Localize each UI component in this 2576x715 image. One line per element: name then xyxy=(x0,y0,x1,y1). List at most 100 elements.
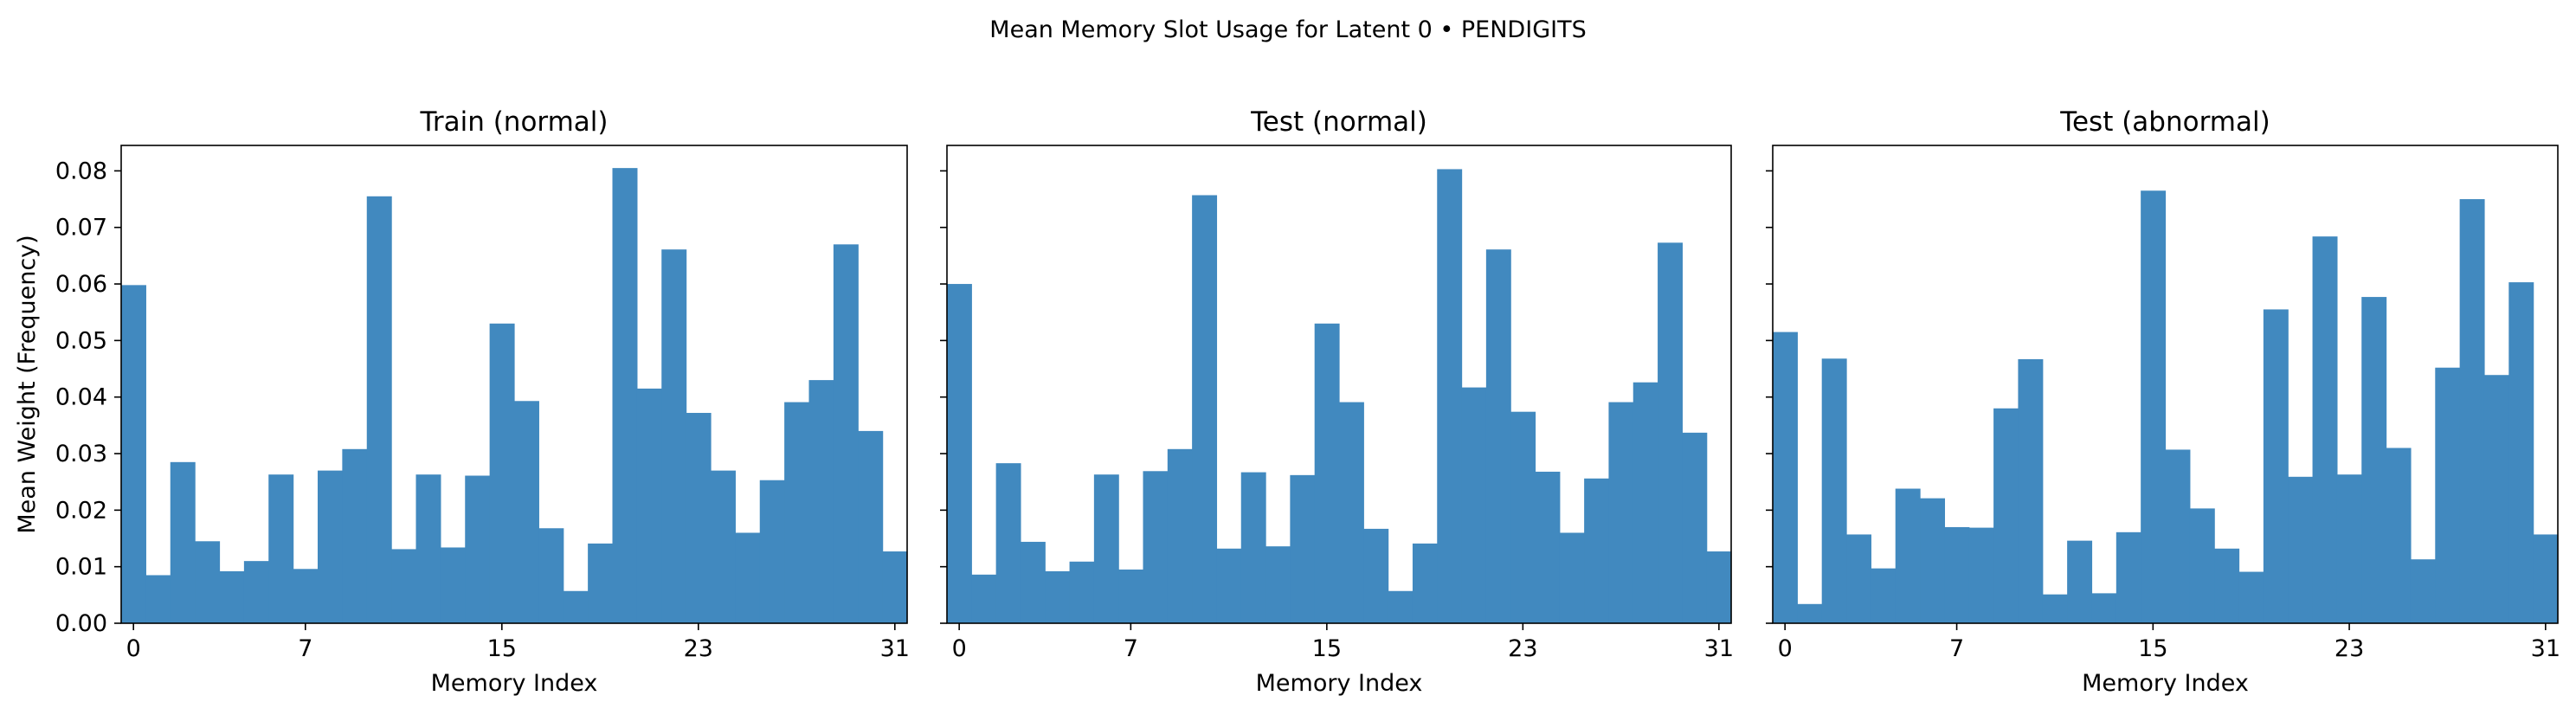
bar xyxy=(1608,402,1634,623)
bar xyxy=(636,388,662,623)
bar xyxy=(2483,375,2509,623)
bar xyxy=(2263,309,2289,623)
bar xyxy=(1192,195,1218,623)
x-tick-label: 31 xyxy=(880,635,910,662)
bar xyxy=(538,528,564,623)
chart-panel-2: 0 7 15 23 31 Test (abnormal) Memory Index xyxy=(1766,106,2560,697)
bar xyxy=(1993,408,2019,623)
plot-frame xyxy=(1772,145,2559,624)
y-tick-label: 0.07 xyxy=(55,215,107,242)
panel-title: Test (abnormal) xyxy=(2059,106,2270,138)
bar xyxy=(947,284,972,623)
x-axis-label: Memory Index xyxy=(1256,670,1423,697)
y-tick-label: 0.01 xyxy=(55,554,107,581)
bar xyxy=(2018,358,2044,623)
bar xyxy=(759,480,785,623)
x-tick-label: 7 xyxy=(298,635,312,662)
x-tick-label: 15 xyxy=(2138,635,2167,662)
bar xyxy=(1797,603,1823,623)
bar xyxy=(2361,297,2387,623)
bar xyxy=(1020,541,1046,623)
panel-title: Test (normal) xyxy=(1250,106,1427,138)
bar xyxy=(833,244,859,623)
bar xyxy=(858,430,884,623)
bar xyxy=(489,323,515,623)
bar xyxy=(2067,540,2093,623)
bar xyxy=(219,570,245,623)
bar xyxy=(2459,199,2485,623)
y-axis-label: Mean Weight (Frequency) xyxy=(14,235,41,533)
bar xyxy=(2042,594,2068,623)
bar xyxy=(2238,571,2264,623)
bar xyxy=(1846,534,1871,623)
bar xyxy=(1773,332,1798,623)
y-tick-label: 0.08 xyxy=(55,158,107,184)
y-tick-label: 0.05 xyxy=(55,327,107,354)
x-tick-label: 31 xyxy=(1704,635,1734,662)
bar xyxy=(1895,488,1921,623)
bar xyxy=(1461,387,1487,623)
bar xyxy=(415,474,441,623)
bar xyxy=(808,380,834,623)
bar xyxy=(1485,249,1511,623)
x-tick-label: 15 xyxy=(487,635,517,662)
bar xyxy=(440,547,466,623)
y-tick-label: 0.04 xyxy=(55,384,107,411)
chart-panel-1: 0 7 15 23 31 Test (normal) Memory Index xyxy=(940,106,1734,697)
figure-title: Mean Memory Slot Usage for Latent 0 • PE… xyxy=(989,16,1586,43)
bar xyxy=(1706,551,1732,623)
bar xyxy=(1069,561,1095,623)
bar xyxy=(2435,367,2461,623)
x-axis-label: Memory Index xyxy=(431,670,598,697)
bar xyxy=(268,474,294,623)
x-tick-label: 0 xyxy=(952,635,967,662)
bar xyxy=(2312,236,2338,623)
bar xyxy=(1821,358,1847,623)
plot-frame xyxy=(946,145,1732,624)
bar xyxy=(588,543,614,623)
bar xyxy=(995,463,1021,623)
bar xyxy=(1920,498,1946,623)
bar xyxy=(1658,242,1683,623)
bar xyxy=(2336,474,2362,623)
bar xyxy=(1240,472,1266,623)
bar xyxy=(366,196,392,623)
x-axis-label: Memory Index xyxy=(2082,670,2249,697)
bar xyxy=(243,561,269,623)
bar xyxy=(465,475,491,623)
x-tick-label: 0 xyxy=(1778,635,1793,662)
x-tick-label: 23 xyxy=(2334,635,2364,662)
bar xyxy=(1437,169,1463,623)
bar xyxy=(1559,532,1585,623)
bar xyxy=(318,470,343,623)
bar xyxy=(342,448,368,623)
bar xyxy=(195,541,221,623)
bar xyxy=(971,574,997,623)
bar xyxy=(145,575,171,623)
bar xyxy=(391,549,417,623)
bar xyxy=(2386,448,2412,623)
bar xyxy=(1045,570,1071,623)
bar xyxy=(563,590,589,623)
bar xyxy=(661,249,687,623)
bar xyxy=(711,470,736,623)
y-tick-label: 0.03 xyxy=(55,441,107,467)
y-tick-label: 0.06 xyxy=(55,271,107,298)
chart-panels: 0 7 15 23 31 0.00 0.01 0.02 0.03 0.04 0.05 0.06 0.07… xyxy=(14,106,2560,697)
bar xyxy=(1314,323,1340,623)
bar xyxy=(784,402,810,623)
bar xyxy=(293,569,319,623)
bar xyxy=(1388,590,1414,623)
x-tick-label: 0 xyxy=(126,635,141,662)
bar xyxy=(2141,190,2167,623)
x-tick-label: 23 xyxy=(684,635,713,662)
bar xyxy=(2091,593,2117,623)
bar xyxy=(1584,478,1610,623)
bar xyxy=(1535,471,1561,623)
bar xyxy=(1944,526,1970,623)
panel-title: Train (normal) xyxy=(419,106,608,138)
x-tick-label: 23 xyxy=(1508,635,1537,662)
bar xyxy=(2116,531,2141,623)
bar xyxy=(1412,543,1438,623)
